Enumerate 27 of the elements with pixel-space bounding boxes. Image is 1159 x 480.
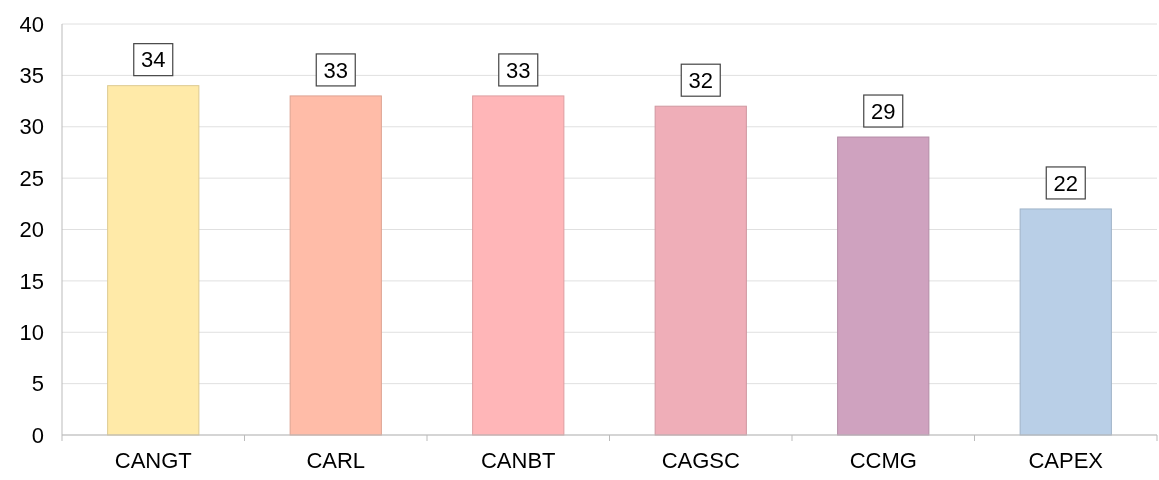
bar <box>654 105 747 436</box>
bar <box>472 95 565 436</box>
y-tick-label: 20 <box>19 217 44 243</box>
data-label: 33 <box>506 57 531 83</box>
data-label: 29 <box>871 98 896 124</box>
y-tick-label: 25 <box>19 165 44 191</box>
x-tick-label: CANBT <box>480 448 556 473</box>
x-tick-label: CAGSC <box>661 448 740 473</box>
bar <box>107 85 200 436</box>
y-tick-label: 10 <box>19 319 44 345</box>
y-tick-label: 15 <box>19 268 44 294</box>
y-tick-label: 35 <box>19 63 44 89</box>
bar <box>837 136 930 436</box>
data-label: 22 <box>1053 170 1078 196</box>
y-tick-label: 5 <box>31 371 44 397</box>
x-tick-label: CCMG <box>849 448 917 473</box>
x-tick-label: CARL <box>306 448 366 473</box>
y-tick-label: 0 <box>31 422 44 448</box>
data-label: 33 <box>323 57 348 83</box>
bar <box>289 95 382 436</box>
data-label: 32 <box>688 67 713 93</box>
bar <box>1019 208 1112 436</box>
x-tick-label: CAPEX <box>1028 448 1104 473</box>
y-tick-label: 30 <box>19 114 44 140</box>
x-tick-label: CANGT <box>114 448 192 473</box>
y-tick-label: 40 <box>19 11 44 37</box>
data-label: 34 <box>141 47 166 73</box>
